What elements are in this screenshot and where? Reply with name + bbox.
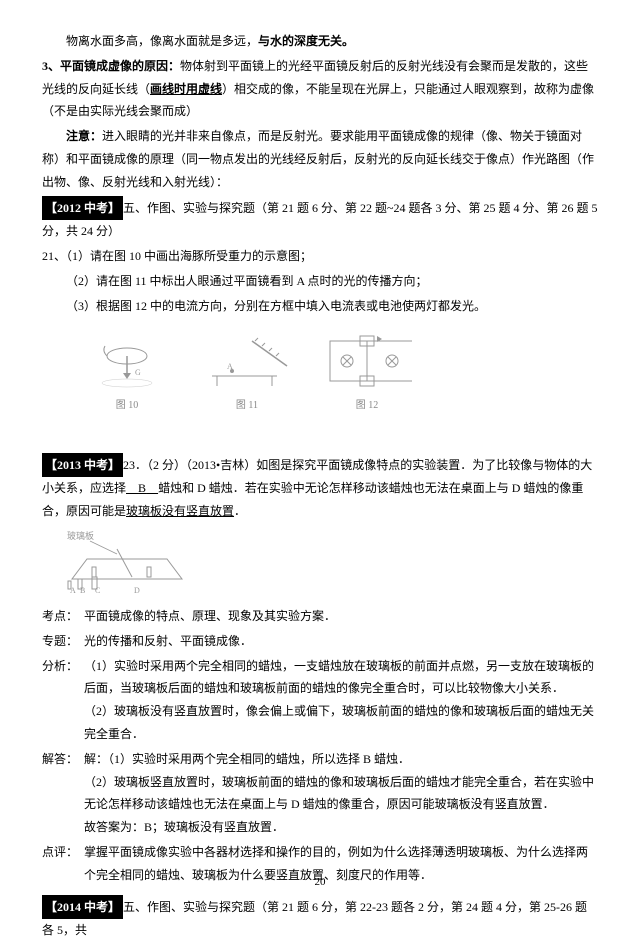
figure-10: G 图 10 — [82, 326, 172, 415]
text: 五、作图、实验与探究题（第 21 题 6 分，第 22-23 题各 2 分，第 … — [42, 900, 587, 938]
answer-blank: 玻璃板没有竖直放置 — [126, 504, 234, 518]
fig-caption: 图 11 — [202, 396, 292, 415]
fig-caption: 图 12 — [322, 396, 412, 415]
note-label: 注意： — [66, 129, 102, 143]
page-number: 20 — [0, 872, 640, 893]
heading: 3、平面镜成虚像的原因： — [42, 59, 180, 73]
section-2012: 【2012 中考】五、作图、实验与探究题（第 21 题 6 分、第 22 题~2… — [42, 196, 598, 244]
fig-caption: 图 10 — [82, 396, 172, 415]
label: 分析： — [42, 655, 84, 746]
solution-3: 故答案为：B；玻璃板没有竖直放置． — [84, 816, 598, 839]
svg-text:C: C — [95, 586, 100, 595]
glass-plate-icon: 玻璃板 A B C D — [62, 529, 192, 599]
fenxi-row: 分析： （1）实验时采用两个完全相同的蜡烛，一支蜡烛放在玻璃板的前面并点燃，另一… — [42, 655, 598, 746]
q21-1: 21、（1）请在图 10 中画出海豚所受重力的示意图； — [42, 245, 598, 268]
exam-tag: 【2013 中考】 — [42, 453, 123, 478]
experiment-figure: 玻璃板 A B C D — [62, 529, 192, 599]
text: 解：（1）实验时采用两个完全相同的蜡烛，所以选择 B 蜡烛． （2）玻璃板竖直放… — [84, 748, 598, 839]
glass-label: 玻璃板 — [67, 530, 94, 541]
jieda-row: 解答： 解：（1）实验时采用两个完全相同的蜡烛，所以选择 B 蜡烛． （2）玻璃… — [42, 748, 598, 839]
svg-text:B: B — [80, 586, 85, 595]
exam-tag: 【2012 中考】 — [42, 196, 123, 221]
text: 进入眼睛的光并非来自像点，而是反射光。要求能用平面镜成像的规律（像、物关于镜面对… — [42, 129, 594, 189]
solution-2: （2）玻璃板竖直放置时，玻璃板前面的蜡烛的像和玻璃板后面的蜡烛才能完全重合，若在… — [84, 771, 598, 817]
text: 光的传播和反射、平面镜成像． — [84, 630, 598, 653]
svg-text:D: D — [134, 586, 140, 595]
circuit-icon — [322, 331, 412, 391]
mirror-icon: A — [202, 331, 292, 391]
figure-12: 图 12 — [322, 326, 412, 415]
paragraph-2: 3、平面镜成虚像的原因：物体射到平面镜上的光经平面镜反射后的反射光线没有会聚而是… — [42, 55, 598, 123]
figures-row: G 图 10 A 图 11 — [82, 326, 598, 415]
answer-blank: B — [126, 481, 158, 495]
exam-tag: 【2014 中考】 — [42, 895, 123, 920]
bold-text: 与水的深度无关。 — [258, 34, 354, 48]
dolphin-icon: G — [87, 331, 167, 391]
section-2014: 【2014 中考】五、作图、实验与探究题（第 21 题 6 分，第 22-23 … — [42, 895, 598, 942]
paragraph-1: 物离水面多高，像离水面就是多远，与水的深度无关。 — [42, 30, 598, 53]
paragraph-3: 注意：进入眼睛的光并非来自像点，而是反射光。要求能用平面镜成像的规律（像、物关于… — [42, 125, 598, 193]
text: （1）实验时采用两个完全相同的蜡烛，一支蜡烛放在玻璃板的前面并点燃，另一支放在玻… — [84, 655, 598, 746]
underlined-text: 画线时用虚线 — [150, 82, 222, 96]
label: 考点： — [42, 605, 84, 628]
analysis-1: （1）实验时采用两个完全相同的蜡烛，一支蜡烛放在玻璃板的前面并点燃，另一支放在玻… — [84, 655, 598, 701]
svg-text:G: G — [135, 368, 141, 377]
zhuanti-row: 专题： 光的传播和反射、平面镜成像． — [42, 630, 598, 653]
solution-1: 解：（1）实验时采用两个完全相同的蜡烛，所以选择 B 蜡烛． — [84, 748, 598, 771]
section-2013: 【2013 中考】23．（2 分）（2013•吉林）如图是探究平面镜成像特点的实… — [42, 453, 598, 523]
kaodian-row: 考点： 平面镜成像的特点、原理、现象及其实验方案． — [42, 605, 598, 628]
figure-11: A 图 11 — [202, 326, 292, 415]
q21-2: （2）请在图 11 中标出人眼通过平面镜看到 A 点时的光的传播方向； — [42, 270, 598, 293]
text: 平面镜成像的特点、原理、现象及其实验方案． — [84, 605, 598, 628]
text: ． — [234, 504, 246, 518]
label: 专题： — [42, 630, 84, 653]
label: 解答： — [42, 748, 84, 839]
text: 物离水面多高，像离水面就是多远， — [66, 34, 258, 48]
q21-3: （3）根据图 12 中的电流方向，分别在方框中填入电流表或电池使两灯都发光。 — [42, 295, 598, 318]
svg-text:A: A — [227, 362, 233, 371]
text: 五、作图、实验与探究题（第 21 题 6 分、第 22 题~24 题各 3 分、… — [42, 201, 598, 239]
analysis-2: （2）玻璃板没有竖直放置时，像会偏上或偏下，玻璃板前面的蜡烛的像和玻璃板后面的蜡… — [84, 700, 598, 746]
